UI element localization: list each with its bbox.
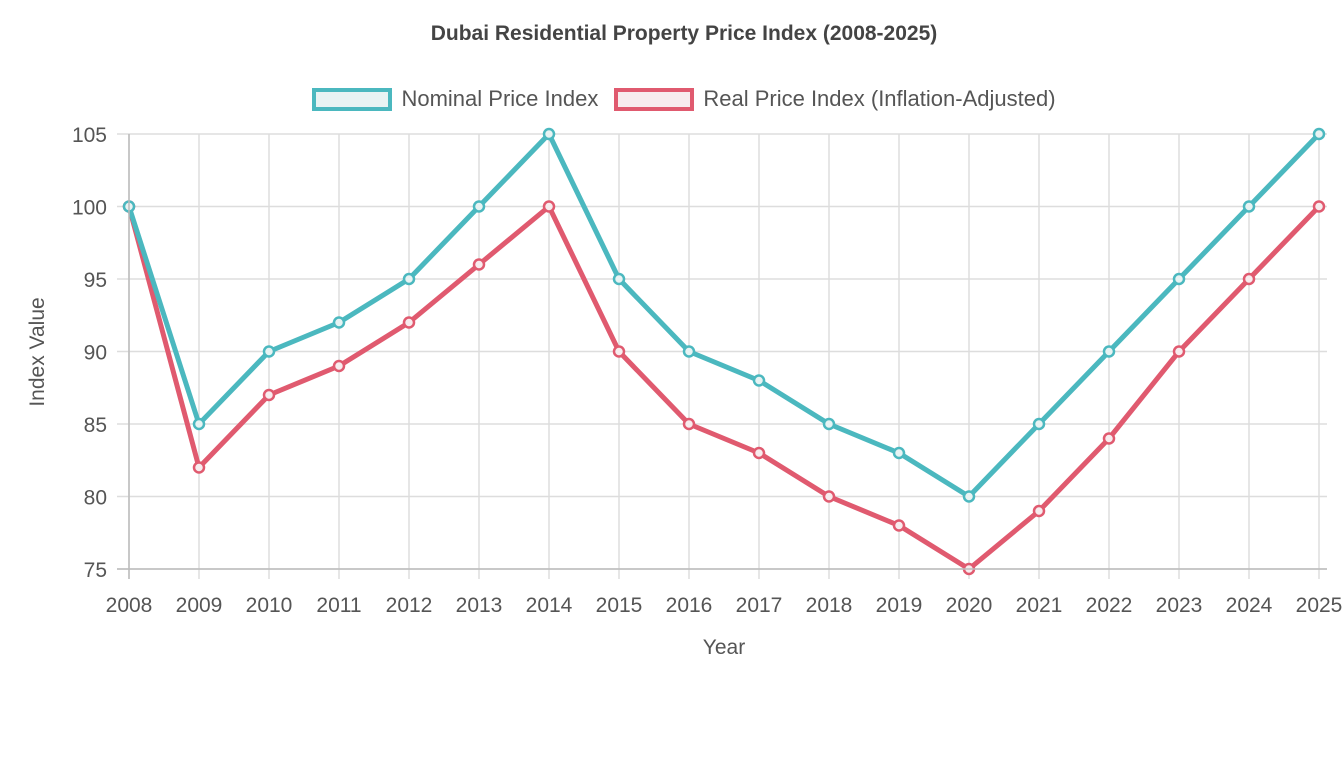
x-tick-label: 2020	[946, 594, 993, 617]
x-tick-label: 2022	[1086, 594, 1133, 617]
data-point-nominal[interactable]	[542, 127, 556, 141]
data-point-nominal[interactable]	[1312, 127, 1326, 141]
legend-label-nominal: Nominal Price Index	[401, 86, 599, 111]
data-point-nominal[interactable]	[962, 490, 976, 503]
y-tick-label: 100	[72, 197, 107, 220]
y-tick-label: 85	[84, 414, 107, 437]
axes: 75 80 85 90 95 100 105 2008 2009 2010 2011 2012 2013…	[72, 124, 1342, 617]
x-tick-label: 2015	[596, 594, 643, 617]
data-point-real[interactable]	[752, 446, 766, 460]
data-point-nominal[interactable]	[1102, 345, 1116, 358]
x-tick-label: 2013	[456, 594, 503, 617]
data-point-nominal[interactable]	[262, 345, 276, 358]
series-nominal	[122, 127, 1326, 503]
data-point-real[interactable]	[472, 258, 486, 271]
x-tick-label: 2009	[176, 594, 223, 617]
data-point-nominal[interactable]	[612, 272, 626, 286]
data-point-nominal[interactable]	[892, 446, 906, 460]
data-point-real[interactable]	[192, 461, 206, 474]
data-point-nominal[interactable]	[1172, 272, 1186, 286]
data-point-real[interactable]	[822, 490, 836, 503]
x-tick-label: 2012	[386, 594, 433, 617]
data-point-real[interactable]	[682, 417, 696, 431]
x-tick-label: 2023	[1156, 594, 1203, 617]
legend-item-real[interactable]: Real Price Index (Inflation-Adjusted)	[614, 86, 1056, 112]
data-point-nominal[interactable]	[332, 316, 346, 329]
data-point-real[interactable]	[1242, 272, 1256, 286]
data-point-nominal[interactable]	[752, 374, 766, 387]
data-point-real[interactable]	[1102, 432, 1116, 445]
legend-swatch-nominal	[312, 87, 393, 111]
y-tick-label: 95	[84, 269, 107, 292]
data-point-real[interactable]	[542, 200, 556, 213]
data-point-nominal[interactable]	[682, 345, 696, 358]
data-point-nominal[interactable]	[402, 272, 416, 286]
data-point-real[interactable]	[1172, 345, 1186, 358]
series-line-real	[126, 204, 1322, 572]
data-point-nominal[interactable]	[192, 417, 206, 431]
y-tick-label: 80	[84, 487, 107, 510]
data-point-real[interactable]	[332, 359, 346, 373]
x-tick-label: 2017	[736, 594, 783, 617]
x-tick-label: 2025	[1296, 594, 1343, 617]
x-tick-label: 2021	[1016, 594, 1063, 617]
data-point-real[interactable]	[402, 316, 416, 329]
series-line-nominal	[126, 131, 1322, 499]
y-tick-label: 75	[84, 559, 107, 582]
chart-title: Dubai Residential Property Price Index (…	[430, 22, 938, 45]
x-tick-label: 2014	[526, 594, 573, 617]
data-point-nominal[interactable]	[1032, 417, 1046, 431]
data-point-nominal[interactable]	[472, 200, 486, 213]
y-tick-label: 90	[84, 342, 107, 365]
legend-label-real: Real Price Index (Inflation-Adjusted)	[703, 86, 1056, 111]
data-point-real[interactable]	[612, 345, 626, 358]
data-point-nominal[interactable]	[822, 417, 836, 431]
legend-swatch-real	[614, 87, 695, 111]
y-axis-label: Index Value	[26, 297, 49, 406]
x-tick-label: 2011	[316, 594, 361, 617]
data-point-nominal[interactable]	[1242, 200, 1256, 213]
data-point-real[interactable]	[892, 519, 906, 532]
x-tick-label: 2019	[876, 594, 923, 617]
legend: Nominal Price Index Real Price Index (In…	[0, 86, 1344, 112]
x-axis-label: Year	[703, 636, 745, 659]
data-point-real[interactable]	[1032, 504, 1046, 518]
y-tick-label: 105	[72, 124, 107, 147]
legend-item-nominal[interactable]: Nominal Price Index	[312, 86, 598, 112]
grid	[117, 133, 1327, 579]
x-tick-label: 2008	[106, 594, 153, 617]
x-tick-label: 2018	[806, 594, 853, 617]
x-tick-label: 2010	[246, 594, 293, 617]
data-point-real[interactable]	[262, 388, 276, 402]
data-point-real[interactable]	[1312, 200, 1326, 213]
series-layer	[122, 127, 1326, 576]
series-real	[122, 200, 1326, 576]
x-tick-label: 2016	[666, 594, 713, 617]
x-tick-label: 2024	[1226, 594, 1273, 617]
